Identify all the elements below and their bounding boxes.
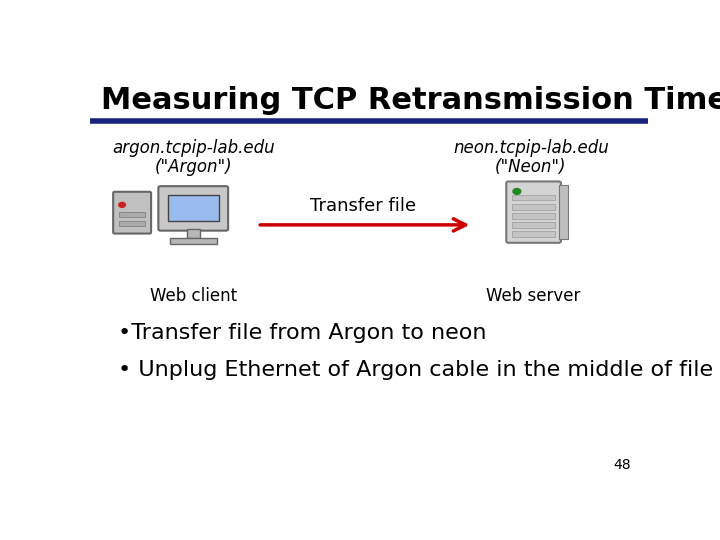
FancyBboxPatch shape: [113, 192, 151, 234]
Text: Measuring TCP Retransmission Timers: Measuring TCP Retransmission Timers: [101, 85, 720, 114]
Bar: [513, 194, 555, 200]
Circle shape: [119, 202, 125, 207]
Circle shape: [513, 188, 521, 194]
Bar: [513, 231, 555, 237]
Bar: [120, 212, 145, 218]
Text: neon.tcpip-lab.edu: neon.tcpip-lab.edu: [453, 139, 608, 157]
Bar: [168, 195, 219, 221]
Text: 48: 48: [613, 458, 631, 472]
Text: •Transfer file from Argon to neon: •Transfer file from Argon to neon: [118, 323, 487, 343]
Bar: [170, 238, 217, 244]
Text: • Unplug Ethernet of Argon cable in the middle of file transfer: • Unplug Ethernet of Argon cable in the …: [118, 360, 720, 380]
FancyBboxPatch shape: [158, 186, 228, 231]
Text: ("Argon"): ("Argon"): [154, 158, 232, 176]
Text: ("Neon"): ("Neon"): [495, 158, 567, 176]
Text: Web client: Web client: [150, 287, 237, 305]
Text: Web server: Web server: [487, 287, 581, 305]
Text: Transfer file: Transfer file: [310, 197, 416, 215]
Bar: [120, 221, 145, 226]
FancyBboxPatch shape: [506, 181, 561, 243]
Bar: [513, 213, 555, 219]
Bar: [186, 229, 200, 238]
Text: argon.tcpip-lab.edu: argon.tcpip-lab.edu: [112, 139, 274, 157]
Bar: [513, 204, 555, 210]
Bar: [559, 185, 567, 239]
Bar: [513, 222, 555, 228]
